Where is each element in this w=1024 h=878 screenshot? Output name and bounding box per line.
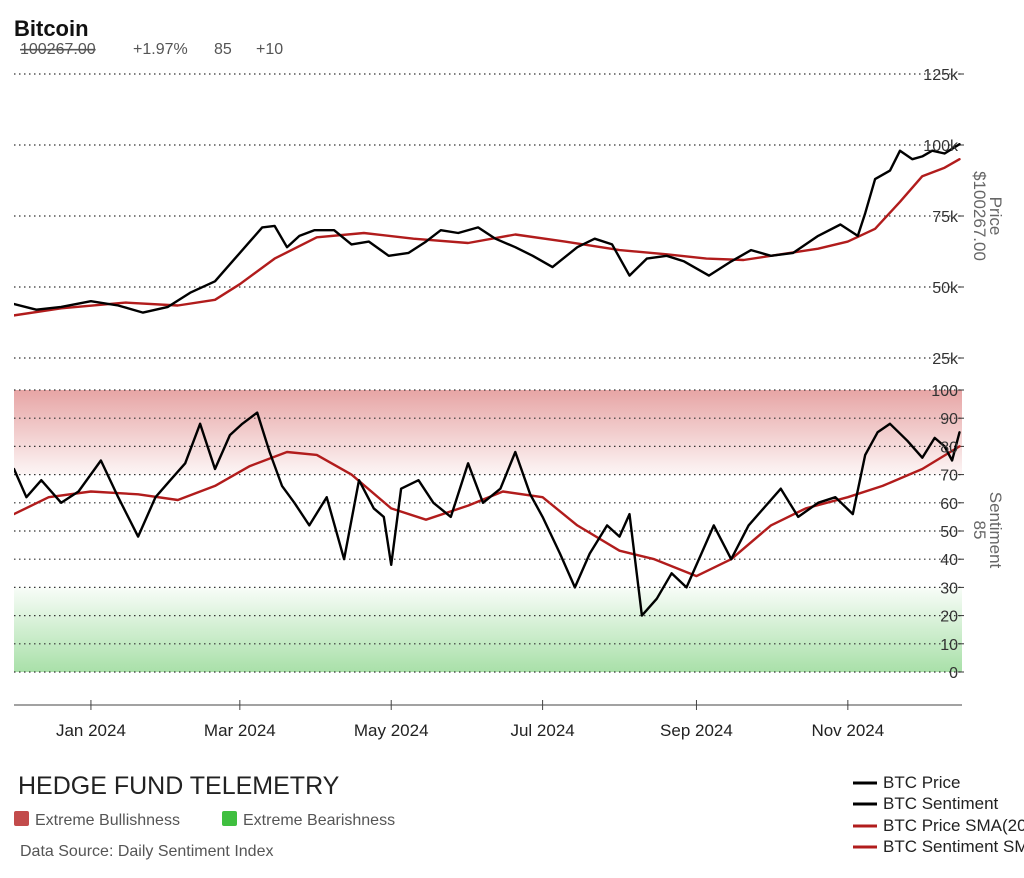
sentiment-btc-sentiment-line — [14, 411, 961, 617]
x-tick-label: Mar 2024 — [204, 721, 276, 740]
price-tick-label: 50k — [932, 280, 959, 297]
sentiment-tick-label: 50 — [940, 524, 958, 541]
legend-label-btc-sentiment: BTC Sentiment — [883, 794, 999, 813]
sentiment-tick-label: 20 — [940, 609, 958, 626]
header-change: +1.97% — [133, 41, 188, 58]
legend: BTC Price BTC Sentiment BTC Price SMA(20… — [853, 773, 1024, 856]
price-tick-label: 100k — [923, 138, 959, 155]
header-stats: 100267.00 +1.97% 85 +10 — [20, 41, 283, 58]
sentiment-tick-label: 10 — [940, 637, 958, 654]
sentiment-tick-label: 70 — [940, 468, 958, 485]
sentiment-tick-label: 90 — [940, 411, 958, 428]
sentiment-axis-title: Sentiment — [986, 492, 1005, 569]
price-tick-label: 125k — [923, 67, 959, 84]
legend-label-price-sma: BTC Price SMA(20) — [883, 816, 1024, 835]
price-tick-label: 75k — [932, 209, 959, 226]
sentiment-tick-label: 40 — [940, 552, 958, 569]
sentiment-tick-label: 80 — [940, 439, 958, 456]
band-legend-bear-label: Extreme Bearishness — [243, 812, 395, 829]
band-legend-bull-label: Extreme Bullishness — [35, 812, 180, 829]
price-btc-price-sma-20-line — [14, 158, 961, 317]
price-axis-title: Price — [986, 197, 1005, 236]
band-legend-bull-swatch — [14, 811, 29, 826]
footer-source: Data Source: Daily Sentiment Index — [20, 843, 273, 860]
price-btc-price-line — [14, 143, 961, 314]
band-extreme-bearishness — [14, 587, 962, 672]
x-tick-label: May 2024 — [354, 721, 429, 740]
band-extreme-bullishness — [14, 390, 962, 475]
sentiment-axis-value: 85 — [970, 521, 989, 540]
x-tick-label: Nov 2024 — [811, 721, 884, 740]
sentiment-btc-sentiment-sma-20-line — [14, 445, 961, 578]
legend-label-btc-price: BTC Price — [883, 773, 960, 792]
x-tick-label: Jan 2024 — [56, 721, 126, 740]
header-sentiment: 85 — [214, 41, 232, 58]
price-axis-value: $100267.00 — [970, 171, 989, 261]
sentiment-bands — [14, 390, 962, 672]
x-axis: Jan 2024 Mar 2024 May 2024 Jul 2024 Sep 2024… — [14, 700, 962, 740]
header-price: 100267.00 — [20, 41, 96, 58]
band-legend-bear-swatch — [222, 811, 237, 826]
grid-lines — [14, 73, 964, 673]
sentiment-tick-label: 60 — [940, 496, 958, 513]
x-tick-label: Sep 2024 — [660, 721, 733, 740]
footer-brand: HEDGE FUND TELEMETRY — [18, 772, 340, 800]
price-tick-label: 25k — [932, 351, 959, 368]
sentiment-tick-label: 0 — [949, 665, 958, 682]
legend-label-sentiment-sma: BTC Sentiment SMA(20) — [883, 837, 1024, 856]
header-sentiment-change: +10 — [256, 41, 283, 58]
series-lines — [14, 143, 961, 617]
chart-title: Bitcoin — [14, 16, 89, 41]
sentiment-tick-label: 30 — [940, 580, 958, 597]
x-tick-label: Jul 2024 — [510, 721, 574, 740]
sentiment-tick-label: 100 — [931, 383, 958, 400]
